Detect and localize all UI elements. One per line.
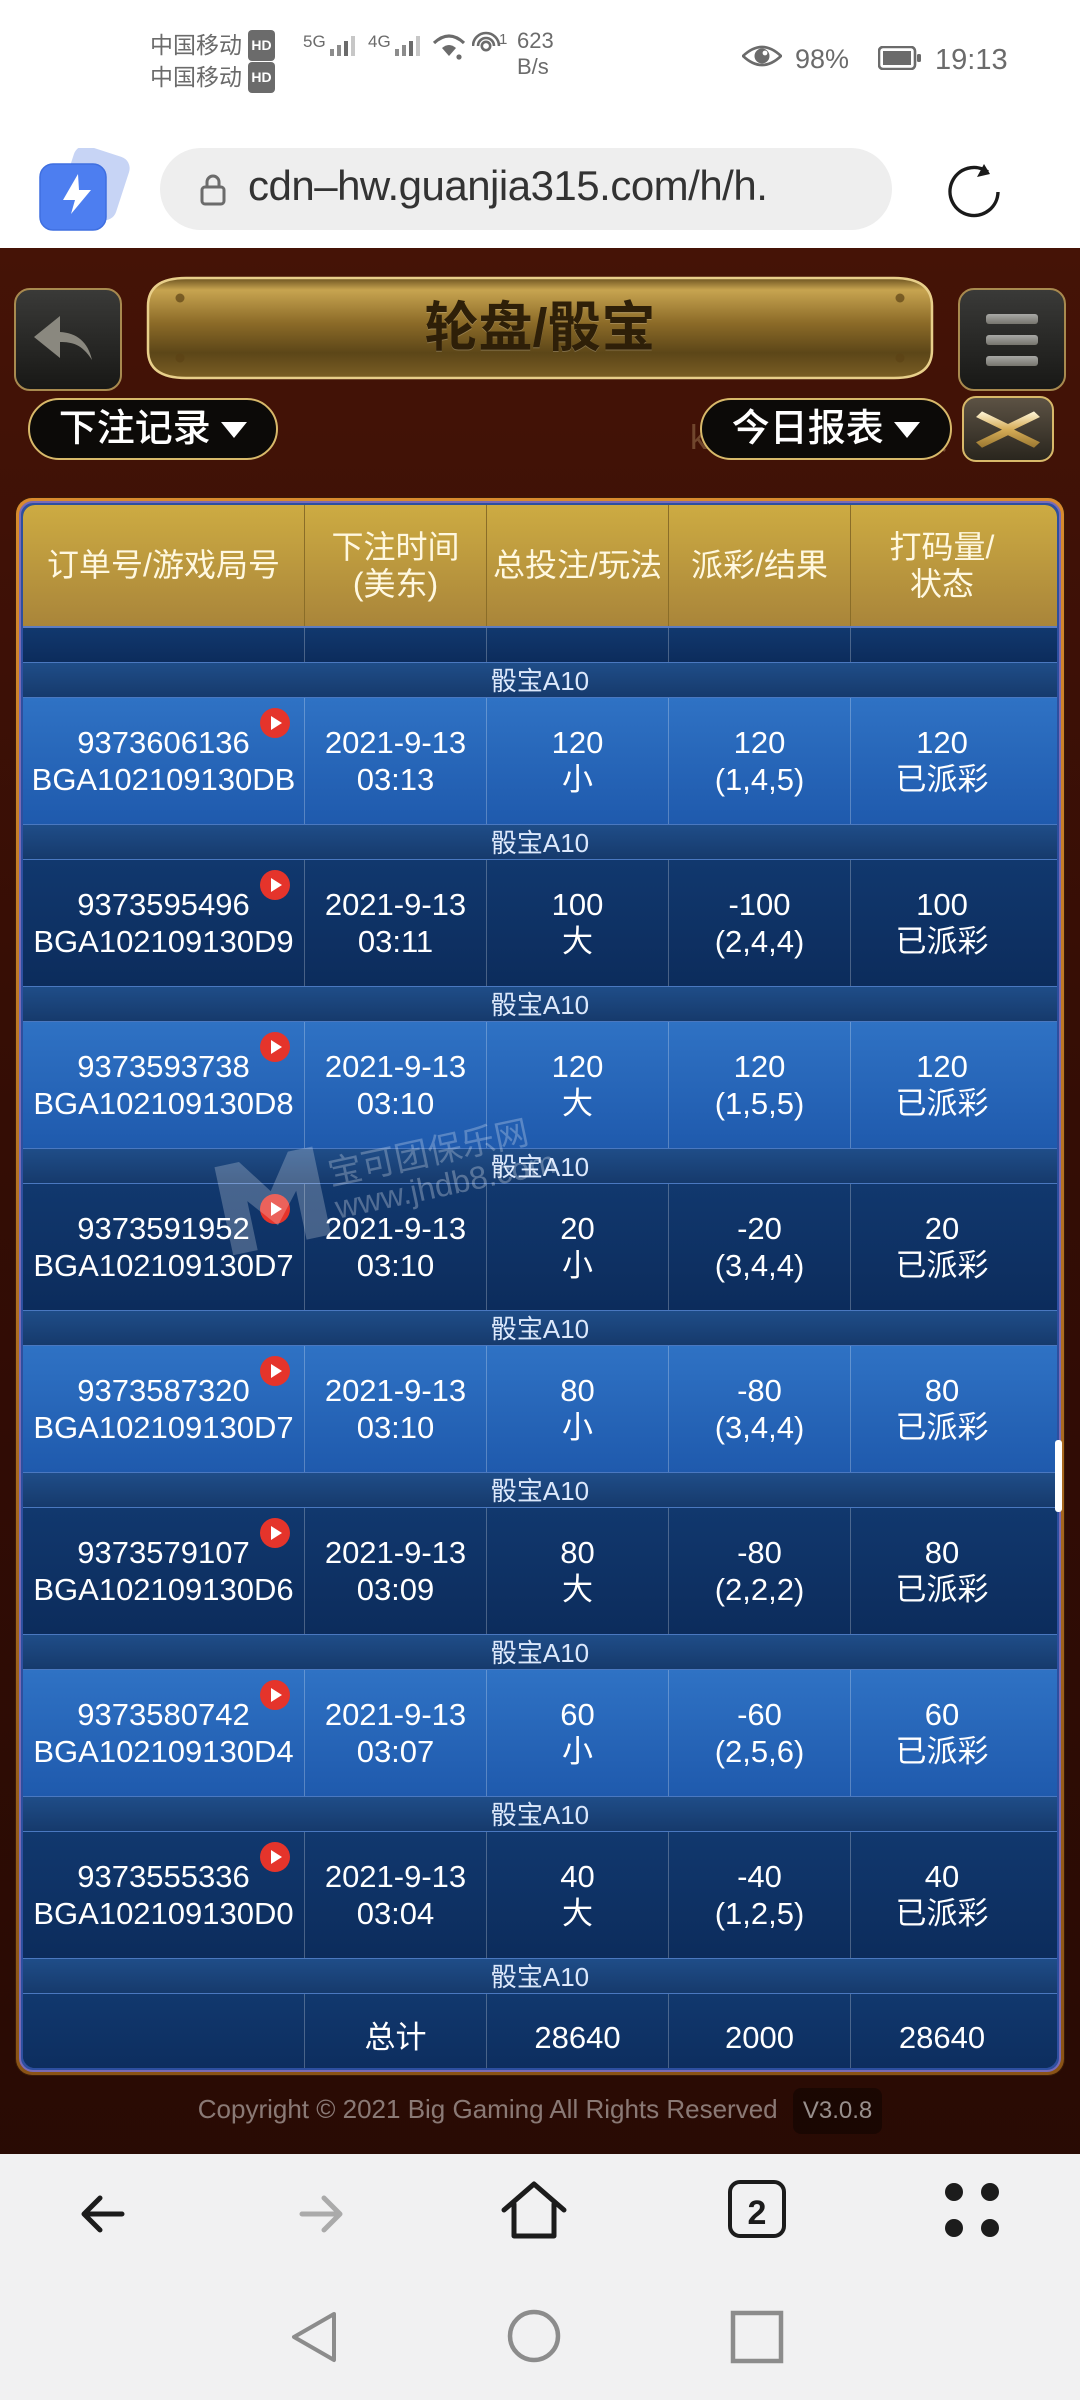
svg-text:1: 1	[499, 31, 507, 48]
